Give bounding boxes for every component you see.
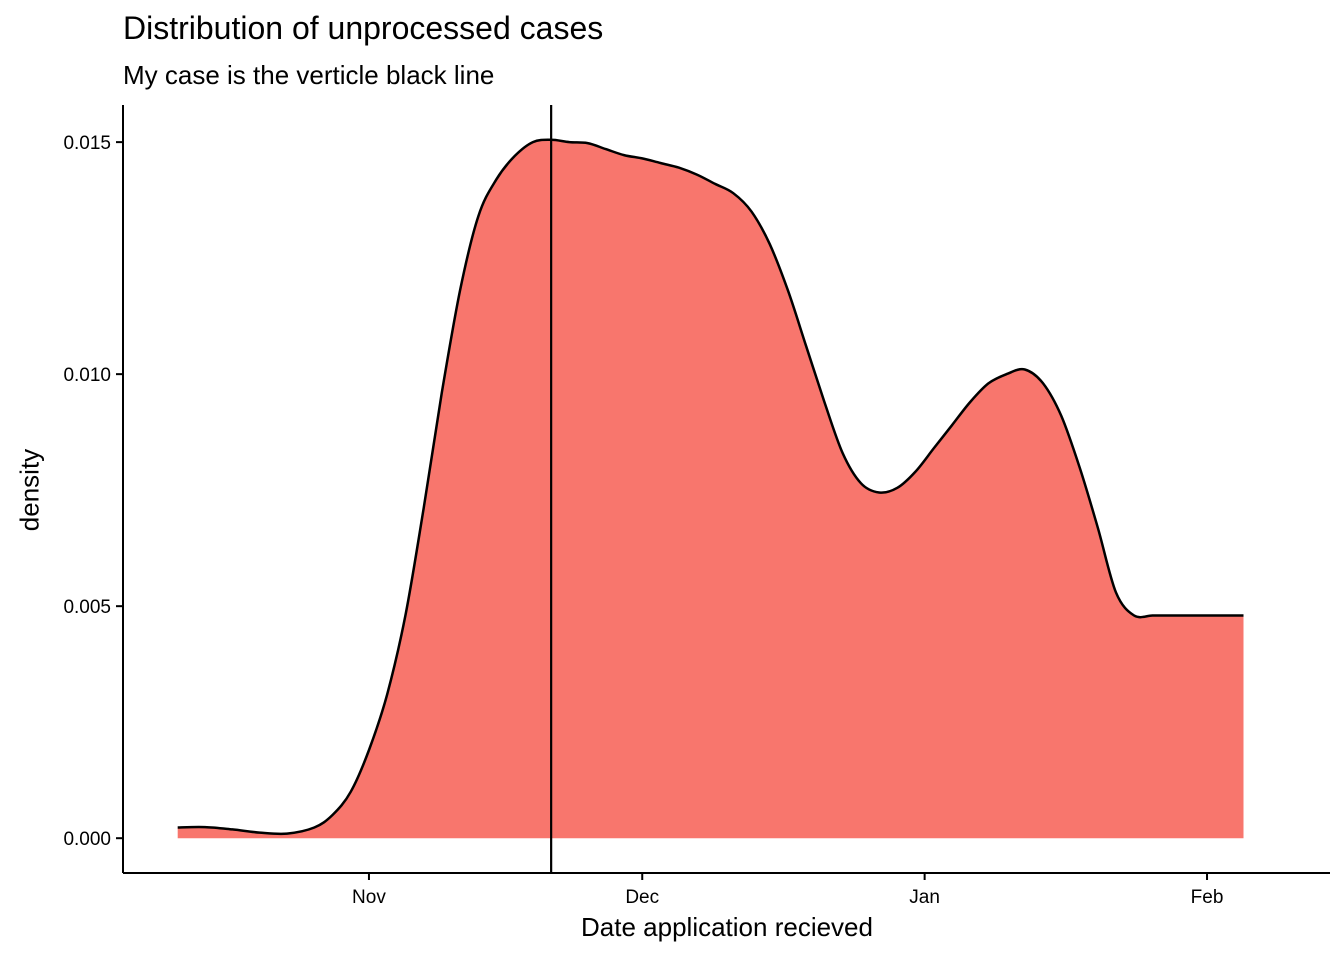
x-axis-label: Date application recieved xyxy=(581,912,873,942)
density-line xyxy=(177,138,1244,836)
y-tick-label: 0.010 xyxy=(63,365,111,386)
x-tick-label: Feb xyxy=(1191,887,1224,908)
chart-title: Distribution of unprocessed cases xyxy=(123,10,604,46)
chart-subtitle: My case is the verticle black line xyxy=(123,60,495,90)
density-area xyxy=(177,139,1244,839)
y-tick-label: 0.015 xyxy=(63,133,111,154)
x-tick-label: Dec xyxy=(625,887,659,908)
y-axis-label: density xyxy=(14,448,45,532)
y-tick-label: 0.000 xyxy=(63,829,111,850)
x-tick-label: Nov xyxy=(352,887,386,908)
y-tick-label: 0.005 xyxy=(63,597,111,618)
x-tick-label: Jan xyxy=(909,887,940,908)
